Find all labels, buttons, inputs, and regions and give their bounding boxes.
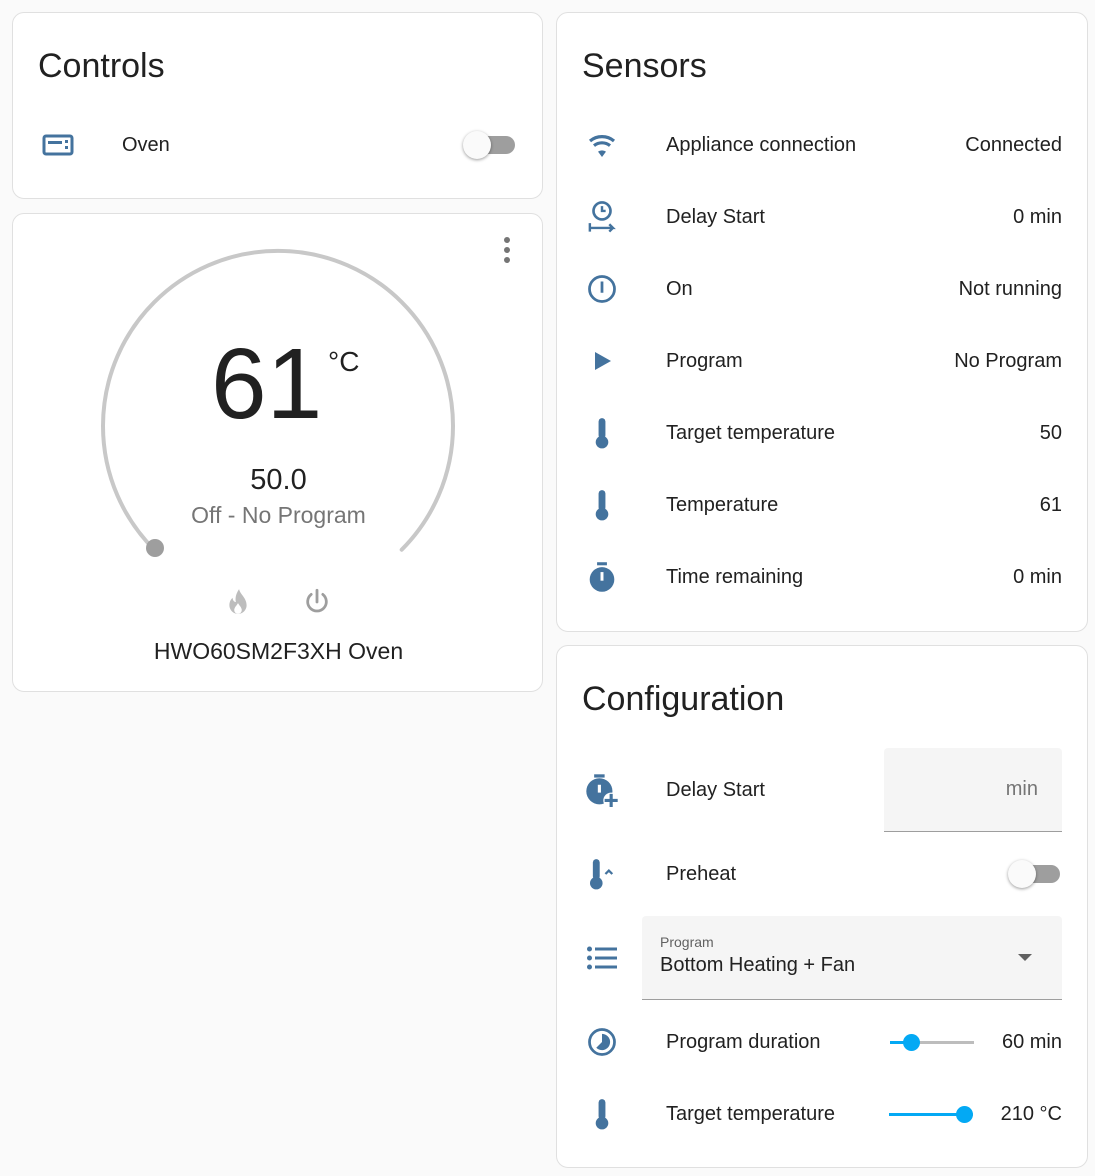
thermometer-icon bbox=[582, 413, 622, 453]
power-icon[interactable] bbox=[303, 588, 331, 621]
timelapse-icon bbox=[582, 1022, 622, 1062]
power-circle-icon bbox=[582, 269, 622, 309]
sensor-value: 61 bbox=[1039, 493, 1062, 516]
config-row-target-temperature: Target temperature 210 °C bbox=[582, 1090, 1062, 1138]
sensor-row-temperature[interactable]: Temperature 61 bbox=[582, 481, 1062, 529]
sensor-row-program[interactable]: Program No Program bbox=[582, 337, 1062, 385]
configuration-title: Configuration bbox=[582, 680, 785, 718]
sensor-label: Program bbox=[666, 349, 743, 372]
config-label: Program duration bbox=[666, 1030, 821, 1053]
hvac-status: Off - No Program bbox=[191, 502, 366, 528]
config-label: Delay Start bbox=[666, 778, 765, 801]
oven-toggle[interactable] bbox=[463, 131, 517, 159]
play-icon bbox=[582, 341, 622, 381]
timer-icon bbox=[582, 557, 622, 597]
thermometer-icon bbox=[582, 485, 622, 525]
oven-row[interactable]: Oven bbox=[38, 121, 517, 169]
device-name: HWO60SM2F3XH Oven bbox=[153, 638, 404, 664]
target-temperature-value: 210 °C bbox=[1000, 1102, 1062, 1125]
config-row-delay-start: Delay Start min bbox=[582, 748, 1062, 832]
temperature-unit: °C bbox=[328, 346, 360, 377]
sensor-row-on[interactable]: On Not running bbox=[582, 265, 1062, 313]
delay-start-unit: min bbox=[1005, 778, 1038, 800]
program-duration-slider[interactable] bbox=[889, 1032, 974, 1052]
slider-thumb bbox=[956, 1106, 974, 1123]
chevron-down-icon bbox=[1018, 954, 1032, 961]
config-label: Preheat bbox=[666, 862, 737, 885]
sensor-label: Temperature bbox=[666, 493, 779, 516]
sensor-label: Delay Start bbox=[666, 205, 765, 228]
current-temperature: 61 bbox=[211, 328, 323, 440]
controls-card: Controls Oven bbox=[12, 12, 543, 199]
preheat-toggle[interactable] bbox=[1008, 860, 1062, 888]
config-row-program-duration: Program duration 60 min bbox=[582, 1018, 1062, 1066]
config-row-program: Program Bottom Heating + Fan bbox=[582, 916, 1062, 1000]
target-temperature-slider[interactable] bbox=[888, 1104, 974, 1124]
slider-thumb bbox=[902, 1034, 920, 1051]
sensor-value: 0 min bbox=[1013, 565, 1062, 588]
sensor-value: 0 min bbox=[1013, 205, 1062, 228]
sensor-value: Not running bbox=[958, 277, 1062, 300]
thermometer-chevron-up-icon bbox=[582, 854, 622, 894]
sensor-row-target-temperature[interactable]: Target temperature 50 bbox=[582, 409, 1062, 457]
program-select-label: Program bbox=[660, 934, 714, 950]
configuration-card: Configuration Delay Start min Preheat Pr… bbox=[556, 645, 1088, 1168]
config-label: Target temperature bbox=[666, 1102, 835, 1125]
temperature-dial[interactable] bbox=[13, 214, 544, 614]
config-row-preheat[interactable]: Preheat bbox=[582, 850, 1062, 898]
timer-plus-icon bbox=[582, 770, 622, 810]
delay-start-input[interactable]: min bbox=[884, 748, 1062, 832]
sensor-label: Target temperature bbox=[666, 421, 835, 444]
controls-title: Controls bbox=[38, 47, 165, 85]
format-list-bulleted-icon bbox=[582, 938, 622, 978]
sensor-row-connection[interactable]: Appliance connection Connected bbox=[582, 121, 1062, 169]
wifi-icon bbox=[582, 125, 622, 165]
sensor-label: Time remaining bbox=[666, 565, 804, 588]
sensor-value: 50 bbox=[1039, 421, 1062, 444]
microwave-icon bbox=[38, 125, 78, 165]
sensors-card: Sensors Appliance connection Connected D… bbox=[556, 12, 1088, 632]
program-duration-value: 60 min bbox=[1001, 1030, 1062, 1053]
thermometer-icon bbox=[582, 1094, 622, 1134]
sensor-label: On bbox=[666, 277, 693, 300]
more-options-icon[interactable] bbox=[501, 236, 513, 266]
program-select[interactable]: Program Bottom Heating + Fan bbox=[642, 916, 1062, 1000]
program-select-value: Bottom Heating + Fan bbox=[660, 954, 856, 976]
timer-delay-icon bbox=[582, 197, 622, 237]
sensor-label: Appliance connection bbox=[666, 133, 857, 156]
sensor-value: Connected bbox=[965, 133, 1062, 156]
dial-handle bbox=[146, 539, 164, 557]
sensors-title: Sensors bbox=[582, 47, 707, 85]
flame-icon[interactable] bbox=[225, 588, 251, 621]
sensor-row-time-remaining[interactable]: Time remaining 0 min bbox=[582, 553, 1062, 601]
sensor-row-delay-start[interactable]: Delay Start 0 min bbox=[582, 193, 1062, 241]
oven-label: Oven bbox=[122, 133, 170, 156]
sensor-value: No Program bbox=[954, 349, 1062, 372]
target-temperature: 50.0 bbox=[250, 464, 307, 496]
thermostat-card: 61 °C 50.0 Off - No Program HWO60SM2F3XH… bbox=[12, 213, 543, 692]
